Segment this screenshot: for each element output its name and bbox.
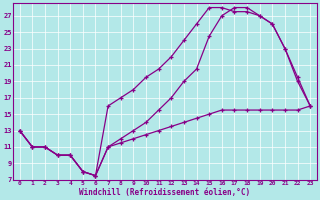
X-axis label: Windchill (Refroidissement éolien,°C): Windchill (Refroidissement éolien,°C) bbox=[79, 188, 251, 197]
